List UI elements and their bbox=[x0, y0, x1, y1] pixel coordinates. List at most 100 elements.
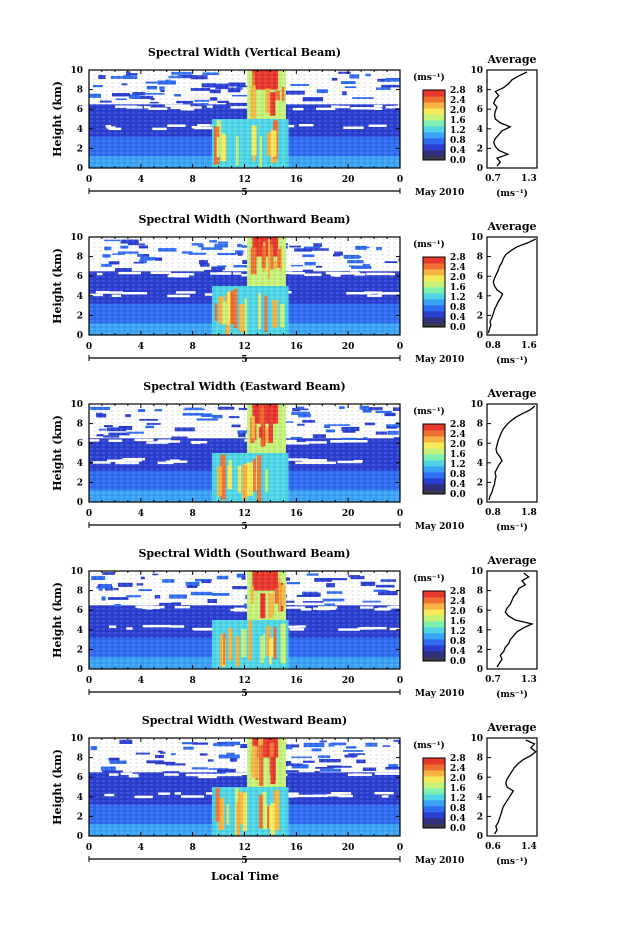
x-tick-label: 0 bbox=[86, 175, 92, 185]
colorbar-swatch bbox=[423, 280, 445, 288]
date-label: May 2010 bbox=[415, 188, 464, 198]
colorbar-tick-label: 1.2 bbox=[450, 126, 466, 136]
x-tick-label: 4 bbox=[138, 342, 144, 352]
average-y-tick-label: 8 bbox=[477, 86, 483, 96]
colorbar-swatch bbox=[423, 596, 445, 604]
colorbar-tick-label: 2.0 bbox=[450, 273, 466, 283]
heatmap-field bbox=[89, 404, 400, 502]
average-x-tick-label: 1.6 bbox=[521, 341, 537, 351]
average-frame bbox=[486, 69, 538, 169]
x-tick-label: 12 bbox=[238, 175, 251, 185]
colorbar-swatch bbox=[423, 775, 445, 783]
day-label: 5 bbox=[241, 188, 247, 198]
y-tick-label: 0 bbox=[77, 164, 83, 174]
colorbar-swatch bbox=[423, 817, 445, 825]
average-title: Average bbox=[486, 220, 536, 233]
x-tick-label: 12 bbox=[238, 509, 251, 519]
y-tick-label: 10 bbox=[70, 66, 83, 76]
colorbar-swatch bbox=[423, 758, 445, 765]
colorbar-tick-label: 1.2 bbox=[450, 460, 466, 470]
y-axis-label: Height (km) bbox=[51, 248, 64, 324]
average-x-tick-label: 1.3 bbox=[521, 675, 537, 685]
y-tick-label: 4 bbox=[77, 292, 83, 302]
average-x-tick-label: 0.8 bbox=[485, 508, 501, 518]
colorbar-swatch bbox=[423, 483, 445, 491]
average-title: Average bbox=[486, 53, 536, 66]
average-y-tick-label: 4 bbox=[477, 292, 483, 302]
panel-5: Spectral Width (Westward Beam)0 4 8 12 16 20 0… bbox=[51, 714, 538, 867]
colorbar-swatch bbox=[423, 268, 445, 276]
x-tick-label: 12 bbox=[238, 676, 251, 686]
colorbar-tick-label: 0.0 bbox=[450, 323, 466, 333]
colorbar-tick-label: 1.6 bbox=[450, 617, 466, 627]
y-tick-label: 10 bbox=[70, 233, 83, 243]
colorbar-tick-label: 0.4 bbox=[450, 647, 466, 657]
colorbar-tick-label: 0.4 bbox=[450, 480, 466, 490]
y-tick-label: 2 bbox=[77, 144, 83, 154]
colorbar-swatch bbox=[423, 113, 445, 121]
colorbar-unit: (ms⁻¹) bbox=[413, 406, 445, 417]
colorbar-tick-label: 2.8 bbox=[450, 420, 466, 430]
x-axis-label: Local Time bbox=[211, 870, 279, 883]
average-y-tick-label: 2 bbox=[477, 812, 483, 822]
colorbar-swatch bbox=[423, 298, 445, 306]
y-tick-label: 4 bbox=[77, 125, 83, 135]
y-tick-label: 10 bbox=[70, 567, 83, 577]
colorbar-swatch bbox=[423, 125, 445, 133]
panel-3: Spectral Width (Eastward Beam)0 4 8 12 16 20 0… bbox=[51, 380, 538, 533]
average-title: Average bbox=[486, 554, 536, 567]
average-profile-line bbox=[487, 238, 537, 334]
average-frame bbox=[486, 403, 538, 503]
colorbar-swatch bbox=[423, 769, 445, 777]
average-y-tick-label: 4 bbox=[477, 626, 483, 636]
y-tick-label: 8 bbox=[77, 86, 83, 96]
colorbar-tick-label: 0.4 bbox=[450, 814, 466, 824]
colorbar-swatch bbox=[423, 805, 445, 813]
texture bbox=[89, 571, 400, 669]
day-label: 5 bbox=[241, 689, 247, 699]
colorbar-swatch bbox=[423, 310, 445, 318]
x-tick-label: 4 bbox=[138, 175, 144, 185]
y-tick-label: 2 bbox=[77, 812, 83, 822]
colorbar-swatch bbox=[423, 763, 445, 771]
average-y-tick-label: 6 bbox=[477, 606, 483, 616]
average-y-tick-label: 6 bbox=[477, 105, 483, 115]
average-x-tick-label: 0.6 bbox=[485, 842, 501, 852]
colorbar-tick-label: 1.6 bbox=[450, 784, 466, 794]
y-tick-label: 6 bbox=[77, 606, 83, 616]
colorbar-tick-label: 1.6 bbox=[450, 450, 466, 460]
x-tick-label: 12 bbox=[238, 342, 251, 352]
colorbar-swatch bbox=[423, 274, 445, 282]
y-tick-label: 0 bbox=[77, 665, 83, 675]
colorbar-swatch bbox=[423, 435, 445, 443]
day-label: 5 bbox=[241, 355, 247, 365]
colorbar-tick-label: 2.8 bbox=[450, 754, 466, 764]
average-y-tick-label: 2 bbox=[477, 311, 483, 321]
colorbar-swatch bbox=[423, 137, 445, 145]
colorbar-tick-label: 0.8 bbox=[450, 136, 466, 146]
texture bbox=[89, 404, 400, 502]
colorbar-swatch bbox=[423, 811, 445, 819]
panel-2: Spectral Width (Northward Beam)0 4 8 12 16 20… bbox=[51, 213, 538, 366]
panel-4: Spectral Width (Southward Beam)0 4 8 12 16 20… bbox=[51, 547, 538, 700]
colorbar-swatch bbox=[423, 453, 445, 461]
colorbar-swatch bbox=[423, 626, 445, 634]
colorbar-swatch bbox=[423, 90, 445, 97]
colorbar-tick-label: 0.8 bbox=[450, 637, 466, 647]
y-tick-label: 0 bbox=[77, 498, 83, 508]
colorbar-unit: (ms⁻¹) bbox=[413, 72, 445, 83]
colorbar-swatch bbox=[423, 656, 445, 661]
x-tick-label: 8 bbox=[190, 676, 196, 686]
colorbar-swatch bbox=[423, 131, 445, 139]
colorbar-swatch bbox=[423, 650, 445, 658]
panel-title: Spectral Width (Eastward Beam) bbox=[143, 380, 345, 393]
texture bbox=[89, 237, 400, 335]
average-frame bbox=[486, 236, 538, 336]
colorbar-unit: (ms⁻¹) bbox=[413, 239, 445, 250]
x-tick-label: 20 bbox=[342, 175, 355, 185]
average-title: Average bbox=[486, 721, 536, 734]
average-y-tick-label: 2 bbox=[477, 478, 483, 488]
average-y-tick-label: 6 bbox=[477, 439, 483, 449]
y-tick-label: 8 bbox=[77, 420, 83, 430]
average-x-label: (ms⁻¹) bbox=[496, 856, 528, 867]
